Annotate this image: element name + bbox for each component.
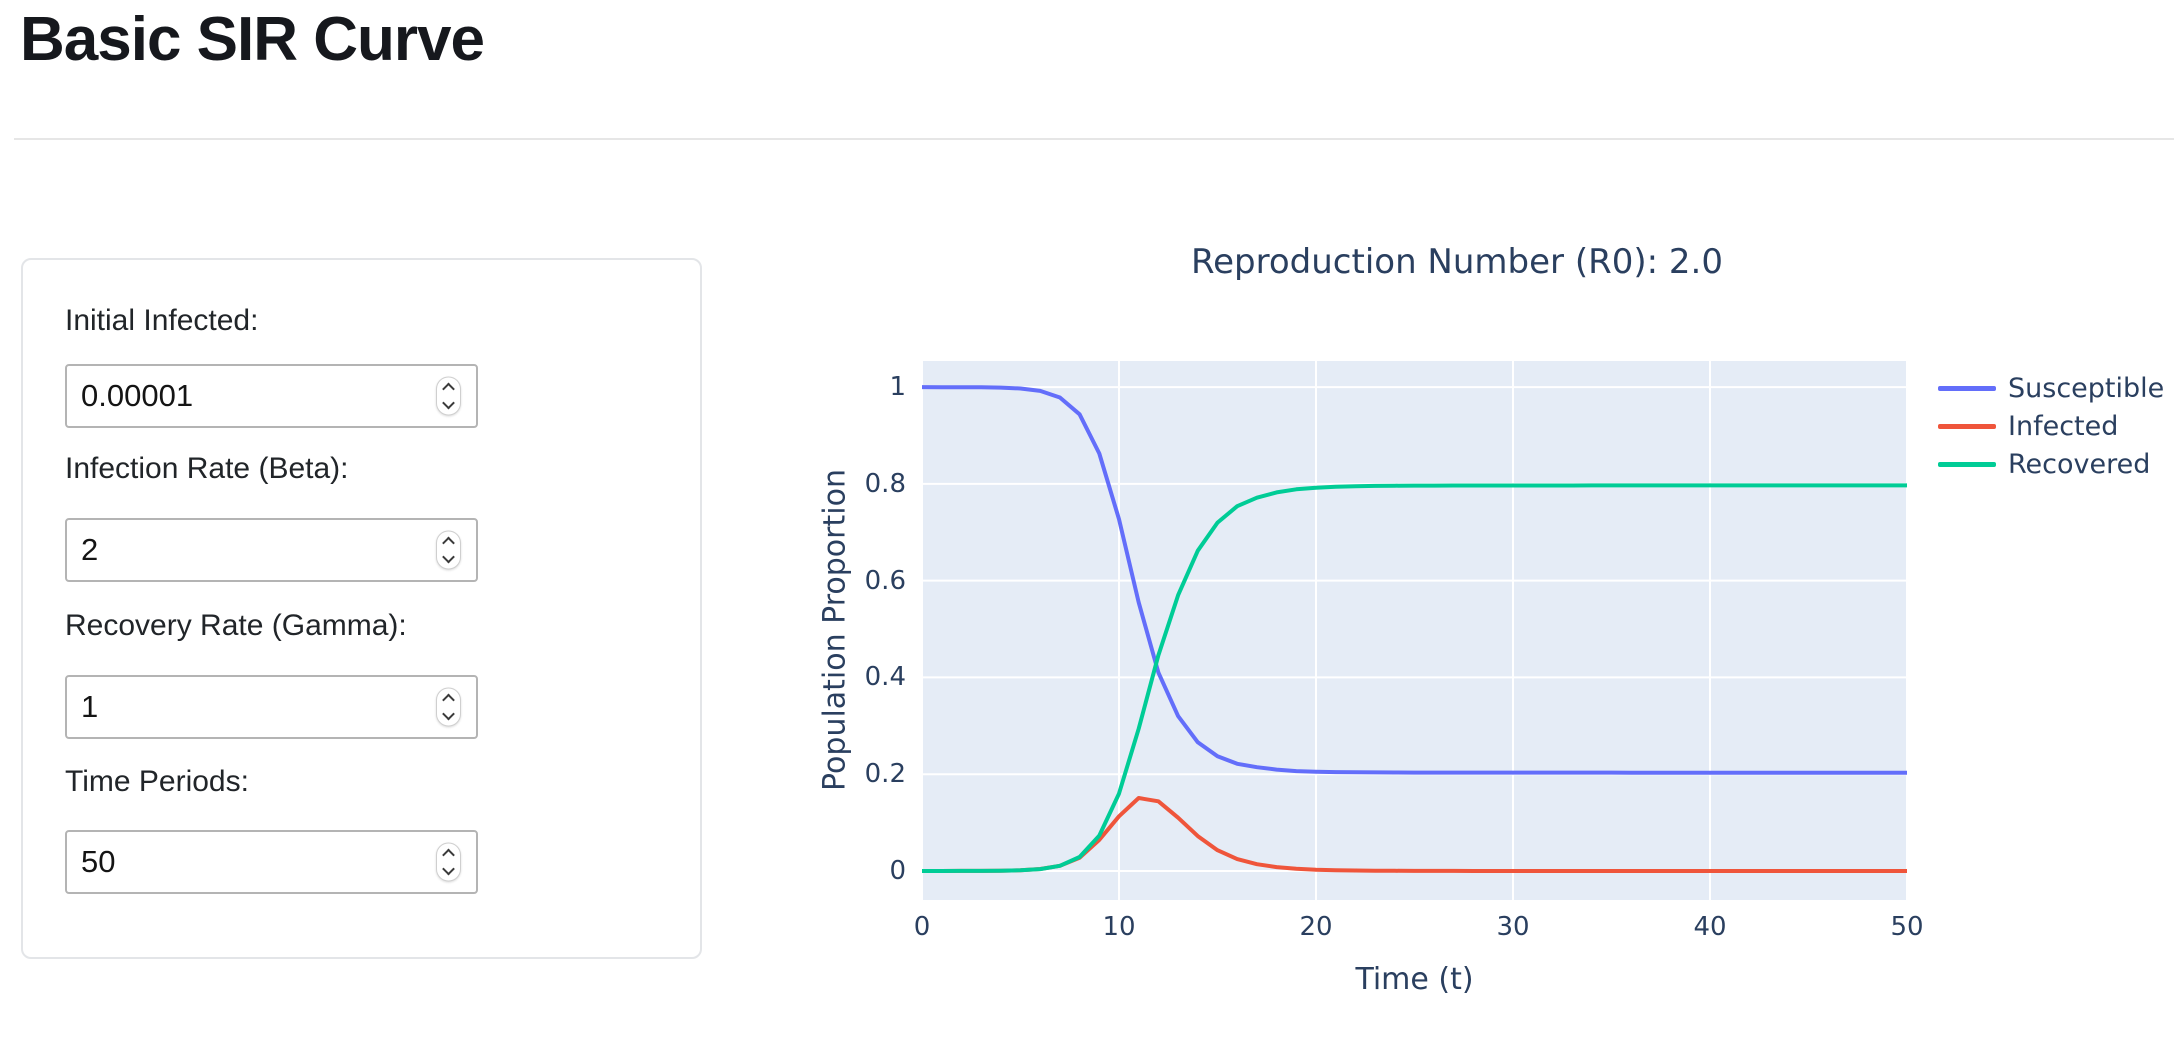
chevron-up-icon — [442, 536, 455, 550]
time-periods-label: Time Periods: — [65, 765, 249, 798]
legend-item-susceptible[interactable]: Susceptible — [1938, 369, 2164, 407]
stepper-down-button[interactable] — [437, 862, 460, 881]
y-axis-title: Population Proportion — [817, 469, 853, 791]
x-tick-label: 40 — [1693, 912, 1727, 942]
legend-item-infected[interactable]: Infected — [1938, 407, 2164, 445]
chevron-down-icon — [442, 862, 455, 876]
recovery-rate-label: Recovery Rate (Gamma): — [65, 609, 407, 642]
initial-infected-label: Initial Infected: — [65, 304, 259, 337]
y-tick-label: 0 — [889, 856, 906, 886]
infection-rate-input[interactable] — [65, 518, 478, 582]
plot-area[interactable] — [922, 361, 1907, 900]
number-stepper[interactable] — [436, 376, 461, 416]
chevron-down-icon — [442, 550, 455, 564]
number-stepper[interactable] — [436, 687, 461, 727]
number-stepper[interactable] — [436, 530, 461, 570]
susceptible-line-icon — [1938, 385, 1996, 391]
y-tick-label: 0.2 — [864, 759, 906, 789]
recovered-line — [922, 483, 1907, 873]
x-tick-label: 10 — [1102, 912, 1136, 942]
initial-infected-input[interactable] — [65, 364, 478, 428]
chevron-up-icon — [442, 693, 455, 707]
page-title: Basic SIR Curve — [20, 5, 485, 74]
divider — [14, 138, 2174, 140]
stepper-down-button[interactable] — [437, 550, 460, 569]
y-tick-label: 0.4 — [864, 662, 906, 692]
chart-legend: Susceptible Infected Recovered — [1938, 369, 2164, 483]
x-tick-label: 0 — [913, 912, 931, 942]
time-periods-input[interactable] — [65, 830, 478, 894]
stepper-up-button[interactable] — [437, 689, 460, 708]
chevron-down-icon — [442, 396, 455, 410]
stepper-down-button[interactable] — [437, 396, 460, 415]
chart-title: Reproduction Number (R0): 2.0 — [1191, 242, 1723, 282]
sir-chart: Reproduction Number (R0): 2.0 0 0.2 0.4 … — [740, 160, 2174, 1048]
parameters-card: Initial Infected: Infection Rate (Beta):… — [21, 258, 702, 959]
stepper-up-button[interactable] — [437, 378, 460, 397]
legend-label: Susceptible — [2008, 372, 2165, 404]
x-tick-label: 20 — [1299, 912, 1333, 942]
infection-rate-field — [65, 518, 478, 582]
recovery-rate-field — [65, 675, 478, 739]
number-stepper[interactable] — [436, 842, 461, 882]
x-tick-label: 30 — [1496, 912, 1530, 942]
time-periods-field — [65, 830, 478, 894]
x-axis-title: Time (t) — [1355, 962, 1474, 997]
recovered-line-icon — [1938, 461, 1996, 467]
legend-item-recovered[interactable]: Recovered — [1938, 445, 2164, 483]
initial-infected-field — [65, 364, 478, 428]
gridlines — [922, 361, 1907, 900]
y-tick-label: 1 — [889, 372, 906, 402]
chevron-up-icon — [442, 382, 455, 396]
recovery-rate-input[interactable] — [65, 675, 478, 739]
plot-canvas[interactable] — [922, 361, 1907, 900]
y-tick-label: 0.8 — [864, 469, 906, 499]
x-tick-label: 50 — [1890, 912, 1924, 942]
legend-label: Infected — [2008, 410, 2119, 442]
infection-rate-label: Infection Rate (Beta): — [65, 452, 349, 485]
stepper-down-button[interactable] — [437, 707, 460, 726]
infected-line-icon — [1938, 423, 1996, 429]
y-tick-label: 0.6 — [864, 566, 906, 596]
chevron-up-icon — [442, 848, 455, 862]
stepper-up-button[interactable] — [437, 844, 460, 863]
stepper-up-button[interactable] — [437, 532, 460, 551]
legend-label: Recovered — [2008, 448, 2151, 480]
chevron-down-icon — [442, 707, 455, 721]
susceptible-line — [922, 385, 1907, 775]
